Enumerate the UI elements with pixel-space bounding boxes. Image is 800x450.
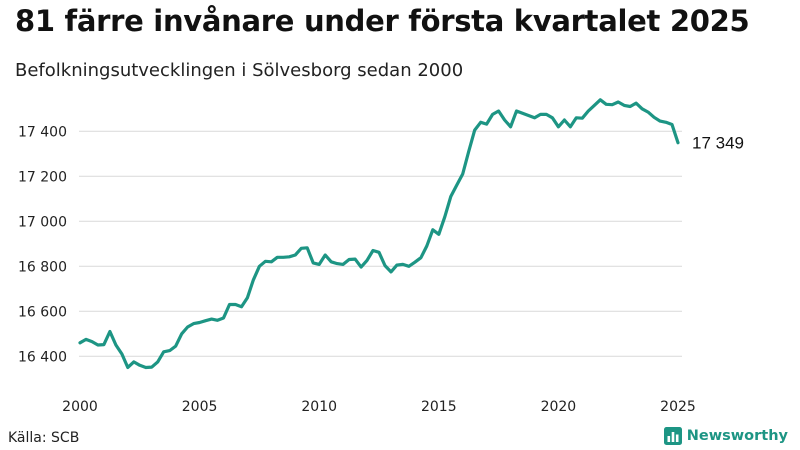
y-tick-label: 17 200	[18, 169, 67, 185]
x-tick-label: 2010	[301, 399, 337, 415]
y-tick-label: 17 400	[18, 124, 67, 140]
x-tick-label: 2020	[541, 399, 577, 415]
end-value-label: 17 349	[692, 134, 744, 153]
y-axis-tick-labels: 16 400 16 600 16 800 17 000 17 200 17 400	[18, 124, 67, 365]
x-tick-label: 2015	[421, 399, 457, 415]
chart-title: 81 färre invånare under första kvartalet…	[15, 4, 750, 38]
brand-name: Newsworthy	[686, 428, 788, 444]
bar-chart-logo-icon	[663, 427, 682, 445]
gridlines	[79, 130, 682, 357]
x-tick-label: 2025	[660, 399, 696, 415]
y-tick-label: 16 600	[18, 304, 67, 320]
y-tick-label: 17 000	[18, 214, 67, 230]
x-axis-tick-labels: 2000 2005 2010 2015 2020 2025	[62, 399, 696, 415]
newsworthy-brand[interactable]: Newsworthy	[663, 427, 788, 445]
y-tick-label: 16 800	[18, 259, 67, 275]
population-series-line	[78, 98, 680, 370]
x-tick-label: 2000	[62, 399, 98, 415]
x-tick-label: 2005	[182, 399, 218, 415]
source-note: Källa: SCB	[8, 430, 80, 446]
y-tick-label: 16 400	[18, 349, 67, 365]
chart-subtitle: Befolkningsutvecklingen i Sölvesborg sed…	[15, 60, 464, 81]
